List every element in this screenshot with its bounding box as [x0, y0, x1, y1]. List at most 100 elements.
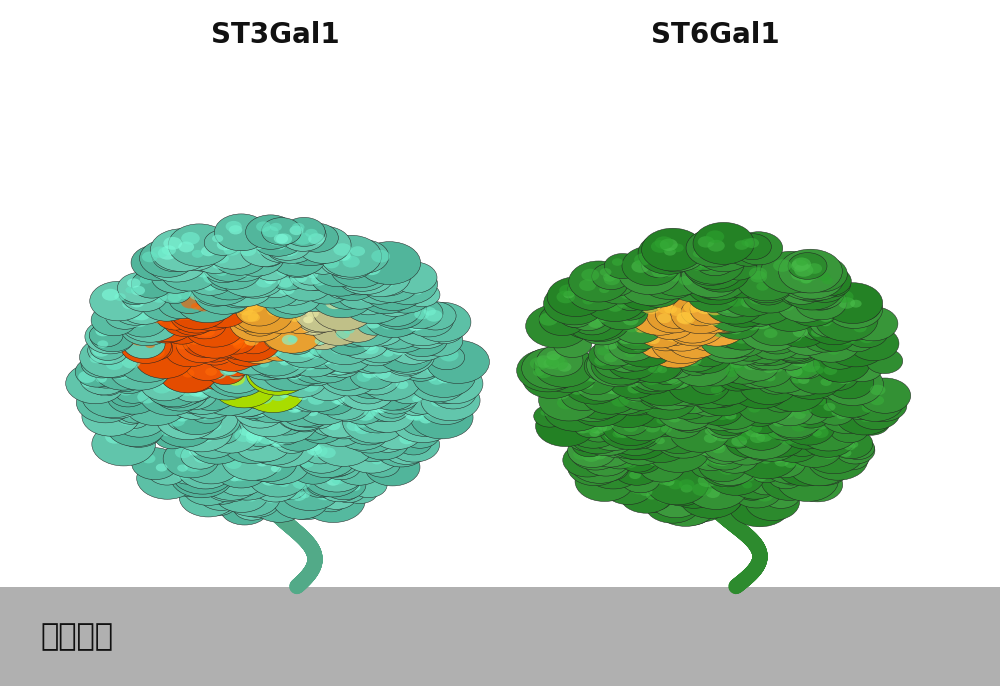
Circle shape: [398, 392, 433, 416]
Circle shape: [300, 458, 314, 468]
Circle shape: [740, 351, 794, 387]
Circle shape: [713, 429, 730, 441]
Circle shape: [581, 375, 640, 414]
Circle shape: [756, 282, 769, 291]
Circle shape: [783, 416, 793, 423]
Circle shape: [90, 281, 147, 321]
Circle shape: [421, 380, 480, 421]
Circle shape: [702, 300, 750, 333]
Circle shape: [246, 300, 264, 313]
Circle shape: [347, 270, 361, 279]
Circle shape: [629, 294, 690, 335]
Circle shape: [760, 251, 821, 293]
Circle shape: [262, 311, 323, 353]
Circle shape: [236, 375, 285, 409]
Circle shape: [320, 235, 382, 277]
Circle shape: [540, 410, 550, 416]
Circle shape: [147, 346, 165, 358]
Circle shape: [656, 416, 667, 424]
Circle shape: [596, 286, 616, 299]
Circle shape: [320, 348, 359, 375]
Circle shape: [229, 254, 244, 264]
Circle shape: [189, 324, 236, 356]
Circle shape: [838, 421, 850, 429]
Circle shape: [392, 303, 454, 346]
Circle shape: [231, 422, 272, 450]
Circle shape: [321, 388, 367, 420]
Circle shape: [730, 464, 780, 499]
Circle shape: [342, 399, 406, 443]
Circle shape: [837, 412, 847, 419]
Circle shape: [530, 357, 549, 370]
Circle shape: [213, 364, 276, 408]
Circle shape: [841, 437, 875, 460]
Circle shape: [808, 393, 844, 418]
Circle shape: [808, 439, 868, 480]
Circle shape: [184, 245, 222, 271]
Circle shape: [693, 357, 706, 366]
Circle shape: [357, 424, 409, 460]
Circle shape: [567, 448, 623, 486]
Circle shape: [664, 305, 677, 314]
Circle shape: [204, 333, 260, 371]
Circle shape: [695, 233, 753, 272]
Circle shape: [702, 447, 758, 486]
Circle shape: [170, 460, 205, 484]
Circle shape: [231, 490, 243, 497]
Circle shape: [615, 351, 626, 359]
Circle shape: [606, 346, 645, 372]
Circle shape: [192, 410, 206, 420]
Circle shape: [331, 258, 385, 295]
Circle shape: [534, 346, 594, 388]
Circle shape: [216, 277, 260, 308]
Circle shape: [322, 470, 366, 500]
Circle shape: [693, 375, 752, 416]
Circle shape: [224, 335, 266, 364]
Circle shape: [197, 313, 215, 326]
Circle shape: [347, 366, 394, 399]
Circle shape: [236, 392, 249, 401]
Circle shape: [674, 495, 690, 506]
Circle shape: [706, 230, 724, 243]
Circle shape: [575, 423, 591, 434]
Circle shape: [664, 329, 683, 342]
Circle shape: [100, 387, 117, 399]
Circle shape: [267, 276, 322, 314]
Circle shape: [679, 480, 694, 490]
Circle shape: [730, 359, 744, 368]
Circle shape: [632, 343, 644, 351]
Circle shape: [587, 421, 599, 428]
Circle shape: [547, 277, 605, 316]
Circle shape: [622, 390, 658, 415]
Circle shape: [318, 388, 332, 398]
Circle shape: [615, 328, 653, 354]
Circle shape: [260, 463, 279, 476]
Circle shape: [169, 285, 210, 314]
Circle shape: [650, 362, 683, 385]
Circle shape: [612, 414, 630, 427]
Circle shape: [643, 320, 689, 351]
Circle shape: [674, 392, 689, 402]
Circle shape: [657, 366, 667, 373]
Circle shape: [792, 359, 803, 366]
Circle shape: [91, 351, 127, 375]
Circle shape: [578, 307, 597, 319]
Circle shape: [324, 486, 337, 495]
Circle shape: [563, 443, 612, 477]
Circle shape: [156, 303, 195, 330]
Circle shape: [191, 485, 209, 497]
Circle shape: [320, 447, 336, 458]
Circle shape: [397, 336, 413, 346]
Circle shape: [699, 300, 712, 309]
Circle shape: [787, 291, 839, 327]
Circle shape: [137, 390, 156, 403]
Circle shape: [716, 314, 770, 350]
Circle shape: [281, 225, 341, 265]
Circle shape: [661, 425, 672, 433]
Circle shape: [602, 405, 661, 446]
Circle shape: [312, 299, 356, 329]
Circle shape: [575, 366, 617, 394]
Circle shape: [182, 423, 217, 446]
Circle shape: [283, 311, 317, 333]
Circle shape: [701, 276, 715, 285]
